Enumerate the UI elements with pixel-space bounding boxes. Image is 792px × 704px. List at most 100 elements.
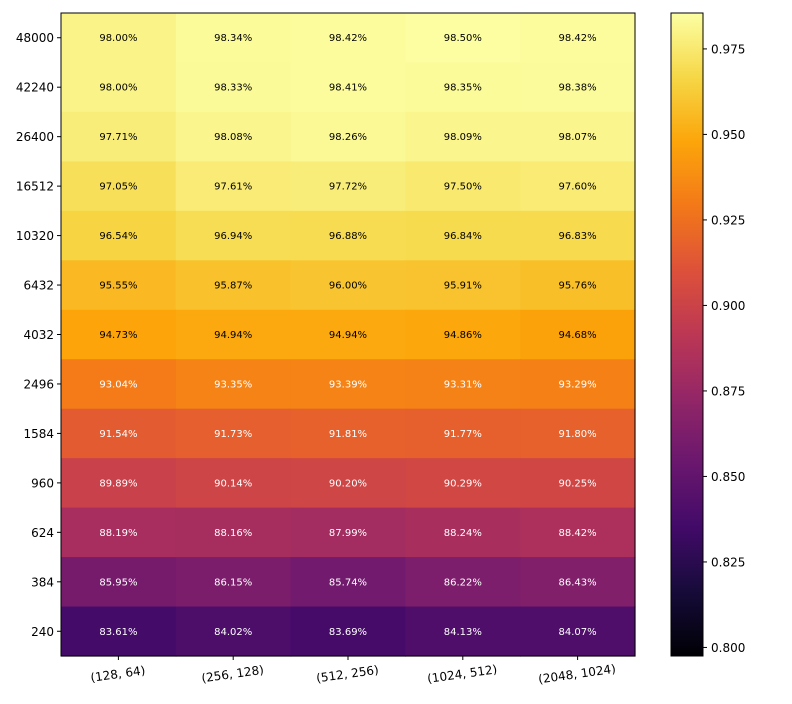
cell-value-label: 96.88% xyxy=(329,231,367,242)
colorbar-tick-label: 0.900 xyxy=(711,299,745,313)
heatmap-cell xyxy=(520,507,636,558)
heatmap-cell xyxy=(520,309,636,360)
cell-value-label: 96.83% xyxy=(559,231,597,242)
heatmap-cell xyxy=(61,111,177,162)
cell-value-label: 96.84% xyxy=(444,231,482,242)
cell-value-label: 88.16% xyxy=(214,528,252,539)
cell-value-label: 84.07% xyxy=(559,627,597,638)
cell-value-label: 98.09% xyxy=(444,132,482,143)
cell-value-label: 94.94% xyxy=(214,330,252,341)
cell-value-label: 91.80% xyxy=(559,429,597,440)
heatmap-cell xyxy=(61,557,177,608)
y-tick-label: 1584 xyxy=(23,427,54,441)
cell-value-label: 96.94% xyxy=(214,231,252,242)
heatmap-cell xyxy=(290,62,406,113)
heatmap-cell xyxy=(520,210,636,261)
heatmap-cell xyxy=(175,210,292,261)
cell-value-label: 98.42% xyxy=(329,33,367,44)
cell-value-label: 93.04% xyxy=(99,379,137,390)
heatmap-cell xyxy=(290,161,406,212)
cell-value-label: 90.29% xyxy=(444,478,482,489)
heatmap-cell xyxy=(290,13,406,64)
y-tick-label: 960 xyxy=(31,476,54,490)
cell-value-label: 91.81% xyxy=(329,429,367,440)
cell-value-label: 85.95% xyxy=(99,577,137,588)
heatmap-cell xyxy=(405,458,521,509)
colorbar-tick-label: 0.925 xyxy=(711,213,745,227)
cell-value-label: 85.74% xyxy=(329,577,367,588)
heatmap-cell xyxy=(405,408,521,459)
heatmap-cell xyxy=(175,557,292,608)
heatmap-cell xyxy=(61,13,177,64)
x-tick-label: (512, 256) xyxy=(315,663,379,686)
heatmap-cell xyxy=(61,161,177,212)
cell-value-label: 90.20% xyxy=(329,478,367,489)
cell-value-label: 97.71% xyxy=(99,132,137,143)
cell-value-label: 90.25% xyxy=(559,478,597,489)
y-tick-label: 26400 xyxy=(16,130,54,144)
cell-value-label: 98.34% xyxy=(214,33,252,44)
cell-value-label: 98.35% xyxy=(444,83,482,94)
colorbar: 0.800 0.825 0.850 0.875 0.900 0.925 0.950 0.975 xyxy=(670,12,745,657)
cell-value-label: 94.73% xyxy=(99,330,137,341)
cell-value-label: 98.00% xyxy=(99,83,137,94)
cell-value-label: 86.22% xyxy=(444,577,482,588)
heatmap-cell xyxy=(61,507,177,558)
cell-value-label: 97.05% xyxy=(99,182,137,193)
cell-value-label: 95.87% xyxy=(214,281,252,292)
heatmap-cell xyxy=(175,13,292,64)
cell-value-label: 98.33% xyxy=(214,83,252,94)
cell-value-label: 91.77% xyxy=(444,429,482,440)
heatmap-cell xyxy=(290,408,406,459)
cell-value-label: 97.60% xyxy=(559,182,597,193)
cell-value-label: 86.43% xyxy=(559,577,597,588)
heatmap-cell xyxy=(405,507,521,558)
cell-value-label: 93.29% xyxy=(559,379,597,390)
heatmap-cell xyxy=(175,606,292,657)
cell-value-label: 98.08% xyxy=(214,132,252,143)
cell-value-label: 84.13% xyxy=(444,627,482,638)
heatmap-cell xyxy=(175,408,292,459)
heatmap-cell xyxy=(61,210,177,261)
heatmap-cell xyxy=(290,458,406,509)
heatmap-cells xyxy=(61,13,636,657)
heatmap-cell xyxy=(175,359,292,410)
heatmap-cell xyxy=(520,606,636,657)
cell-value-label: 93.39% xyxy=(329,379,367,390)
cell-value-label: 83.69% xyxy=(329,627,367,638)
cell-value-label: 93.31% xyxy=(444,379,482,390)
cell-value-label: 94.68% xyxy=(559,330,597,341)
heatmap-cell xyxy=(405,210,521,261)
y-tick-label: 10320 xyxy=(16,229,54,243)
colorbar-tick-label: 0.975 xyxy=(711,42,745,56)
x-axis: (128, 64) (256, 128) (512, 256) (1024, 512)… xyxy=(90,656,617,686)
cell-value-label: 95.76% xyxy=(559,281,597,292)
heatmap-cell xyxy=(175,62,292,113)
y-tick-label: 240 xyxy=(31,625,54,639)
x-tick-label: (2048, 1024) xyxy=(537,662,616,687)
cell-value-label: 95.91% xyxy=(444,281,482,292)
heatmap-cell xyxy=(520,260,636,311)
heatmap-cell xyxy=(405,161,521,212)
heatmap-cell xyxy=(405,309,521,360)
heatmap-cell xyxy=(175,309,292,360)
cell-value-label: 88.42% xyxy=(559,528,597,539)
heatmap-cell xyxy=(520,557,636,608)
heatmap-cell xyxy=(290,507,406,558)
heatmap-cell xyxy=(405,13,521,64)
cell-value-label: 97.61% xyxy=(214,182,252,193)
x-tick-label: (1024, 512) xyxy=(426,662,498,686)
colorbar-tick-label: 0.825 xyxy=(711,555,745,569)
heatmap-cell xyxy=(405,606,521,657)
cell-value-label: 88.24% xyxy=(444,528,482,539)
heatmap-cell xyxy=(61,408,177,459)
cell-value-label: 86.15% xyxy=(214,577,252,588)
y-tick-label: 6432 xyxy=(23,279,54,293)
heatmap-cell xyxy=(520,62,636,113)
heatmap-cell xyxy=(405,62,521,113)
cell-value-label: 91.73% xyxy=(214,429,252,440)
x-tick-label: (128, 64) xyxy=(90,663,147,685)
cell-value-label: 96.54% xyxy=(99,231,137,242)
colorbar-tick-label: 0.950 xyxy=(711,128,745,142)
